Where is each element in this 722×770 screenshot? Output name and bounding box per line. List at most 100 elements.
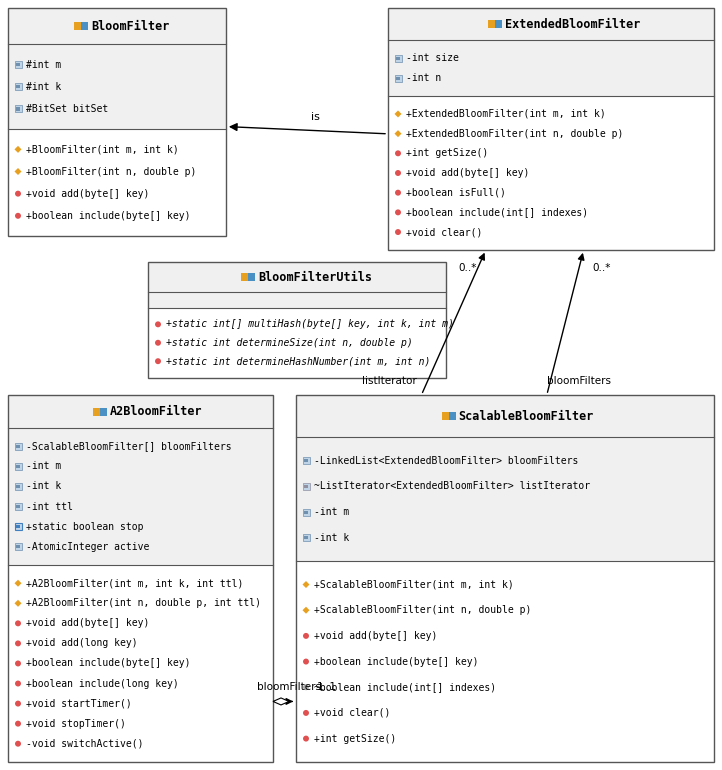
Bar (248, 273, 256, 281)
Circle shape (303, 685, 309, 690)
Bar (303, 534, 310, 541)
Circle shape (395, 170, 401, 176)
Bar (8, 45, 226, 129)
Text: BloomFilterUtils: BloomFilterUtils (258, 271, 373, 283)
Text: bloomFilters: bloomFilters (547, 376, 611, 386)
Text: +boolean include(int[] indexes): +boolean include(int[] indexes) (406, 207, 588, 217)
Bar (8, 129, 226, 236)
Bar (396, 76, 399, 79)
Bar (396, 57, 399, 60)
Bar (388, 8, 714, 40)
Polygon shape (14, 580, 22, 587)
Circle shape (15, 681, 21, 687)
Bar (495, 20, 502, 28)
Bar (17, 465, 19, 468)
Text: +ScalableBloomFilter(int n, double p): +ScalableBloomFilter(int n, double p) (314, 605, 531, 615)
Bar (442, 412, 448, 420)
Bar (8, 8, 226, 236)
Text: +A2BloomFilter(int m, int k, int ttl): +A2BloomFilter(int m, int k, int ttl) (26, 578, 243, 588)
Bar (303, 508, 310, 516)
Bar (148, 307, 446, 378)
Circle shape (303, 735, 309, 742)
Bar (448, 412, 456, 420)
Bar (100, 407, 107, 416)
Bar (303, 483, 310, 490)
Bar (8, 395, 273, 762)
Polygon shape (14, 600, 22, 607)
Bar (296, 395, 714, 437)
Bar (17, 445, 19, 448)
Text: #int k: #int k (26, 82, 61, 92)
Text: -int n: -int n (406, 73, 441, 83)
Text: +void clear(): +void clear() (406, 227, 482, 237)
Text: +void add(byte[] key): +void add(byte[] key) (26, 189, 149, 199)
Bar (8, 395, 273, 428)
Text: bloomFilters: bloomFilters (256, 682, 321, 692)
Text: ScalableBloomFilter: ScalableBloomFilter (458, 410, 594, 423)
Bar (17, 85, 19, 89)
Text: ExtendedBloomFilter: ExtendedBloomFilter (505, 18, 640, 31)
Bar (148, 262, 446, 378)
Text: -ScalableBloomFilter[] bloomFilters: -ScalableBloomFilter[] bloomFilters (26, 441, 232, 451)
Text: #BitSet bitSet: #BitSet bitSet (26, 104, 108, 114)
Text: +ExtendedBloomFilter(int n, double p): +ExtendedBloomFilter(int n, double p) (406, 129, 623, 139)
Bar (148, 293, 446, 307)
Text: 0..*: 0..* (593, 263, 611, 273)
Bar (17, 505, 19, 508)
Bar (388, 40, 714, 96)
Bar (8, 565, 273, 762)
Bar (8, 428, 273, 565)
Polygon shape (394, 110, 401, 118)
Circle shape (15, 621, 21, 626)
Polygon shape (303, 607, 310, 614)
Circle shape (155, 340, 161, 346)
Text: +boolean include(byte[] key): +boolean include(byte[] key) (26, 658, 191, 668)
Polygon shape (394, 130, 401, 137)
Bar (92, 407, 100, 416)
Circle shape (155, 321, 161, 327)
Bar (14, 105, 22, 112)
Text: ~boolean include(int[] indexes): ~boolean include(int[] indexes) (314, 682, 496, 692)
Text: 1..1: 1..1 (316, 682, 336, 692)
Circle shape (395, 150, 401, 156)
Circle shape (15, 701, 21, 707)
Text: +static boolean stop: +static boolean stop (26, 521, 144, 531)
Bar (388, 8, 714, 250)
Bar (394, 75, 401, 82)
Text: +A2BloomFilter(int n, double p, int ttl): +A2BloomFilter(int n, double p, int ttl) (26, 598, 261, 608)
Text: BloomFilter: BloomFilter (92, 20, 170, 33)
Bar (296, 561, 714, 762)
Circle shape (395, 189, 401, 196)
Circle shape (15, 213, 21, 219)
Text: +int getSize(): +int getSize() (314, 734, 396, 744)
Bar (388, 96, 714, 250)
Circle shape (155, 358, 161, 364)
Circle shape (303, 710, 309, 716)
Text: listIterator: listIterator (362, 376, 417, 386)
Text: +void add(long key): +void add(long key) (26, 638, 138, 648)
Bar (14, 83, 22, 90)
Bar (17, 545, 19, 548)
Bar (14, 443, 22, 450)
Text: 0..*: 0..* (458, 263, 477, 273)
Text: ~ListIterator<ExtendedBloomFilter> listIterator: ~ListIterator<ExtendedBloomFilter> listI… (314, 481, 590, 491)
Text: +void clear(): +void clear() (314, 708, 391, 718)
Circle shape (303, 633, 309, 639)
Text: -AtomicInteger active: -AtomicInteger active (26, 541, 149, 551)
Bar (296, 437, 714, 561)
Text: -int ttl: -int ttl (26, 501, 73, 511)
Text: +ExtendedBloomFilter(int m, int k): +ExtendedBloomFilter(int m, int k) (406, 109, 606, 119)
Bar (394, 55, 401, 62)
Text: -int m: -int m (314, 507, 349, 517)
Text: +void add(byte[] key): +void add(byte[] key) (314, 631, 438, 641)
Text: +boolean isFull(): +boolean isFull() (406, 188, 506, 198)
Bar (487, 20, 495, 28)
Bar (8, 8, 226, 45)
Bar (14, 61, 22, 69)
Bar (74, 22, 82, 30)
Bar (14, 503, 22, 510)
Text: +void stopTimer(): +void stopTimer() (26, 718, 126, 728)
Text: +boolean include(byte[] key): +boolean include(byte[] key) (314, 657, 479, 667)
Circle shape (395, 229, 401, 235)
Bar (305, 459, 308, 462)
